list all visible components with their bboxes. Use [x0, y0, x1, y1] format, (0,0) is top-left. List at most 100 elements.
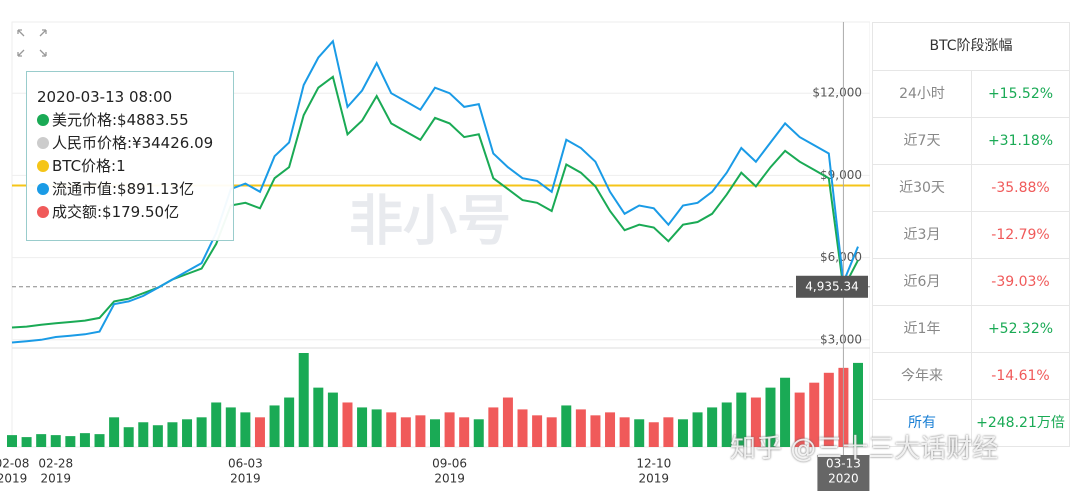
volume-bar: [677, 419, 688, 447]
volume-bar: [123, 427, 134, 447]
x-tick-year: 2019: [40, 472, 71, 486]
volume-bar: [750, 397, 761, 447]
volume-bar: [823, 372, 834, 447]
credit: 知乎 @三十三大话财经: [730, 434, 999, 464]
volume-bar: [605, 412, 616, 447]
volume-bar: [809, 382, 820, 447]
volume-bar: [765, 387, 776, 447]
volume-bar: [284, 397, 295, 447]
volume-bar: [473, 419, 484, 447]
volume-bar: [590, 415, 601, 447]
volume-bar: [561, 405, 572, 447]
volume-bar: [21, 437, 32, 447]
volume-bar: [109, 417, 120, 447]
table-row: 近7天 +31.18%: [873, 118, 1069, 165]
volume-bar: [430, 419, 440, 447]
volume-bar: [517, 409, 528, 447]
y-tick-label: $3,000: [820, 332, 862, 346]
x-tick-label: 06-03: [228, 457, 263, 471]
volume-bar: [371, 409, 382, 447]
volume-bar: [692, 412, 703, 447]
table-row: 所有 +248.21万倍: [873, 400, 1069, 446]
volume-bar: [648, 422, 659, 447]
volume-bar: [488, 407, 499, 447]
table-row: 近30天 -35.88%: [873, 165, 1069, 212]
period-label[interactable]: 所有: [873, 400, 972, 446]
volume-bar: [386, 412, 397, 447]
period-change: -35.88%: [991, 180, 1050, 196]
x-tick-year: 2019: [639, 472, 670, 486]
volume-bar: [138, 422, 149, 447]
stage-table: BTC阶段涨幅 24小时 +15.52% 近7天 +31.18% 近30天 -35.88% 近…: [872, 22, 1070, 447]
volume-bar: [619, 417, 630, 447]
table-row: 24小时 +15.52%: [873, 71, 1069, 118]
x-tick-label: 09-06: [432, 457, 467, 471]
tooltip-text: 成交额:$179.50亿: [52, 203, 180, 221]
volume-bar: [575, 409, 586, 447]
zoom-icon[interactable]: [17, 29, 47, 57]
x-tick-year: 2020: [828, 472, 859, 486]
volume-bar: [7, 435, 17, 447]
volume-bar: [736, 392, 747, 447]
period-change: -39.03%: [991, 274, 1050, 290]
tooltip-text: 流通市值:$891.13亿: [52, 180, 195, 198]
volume-bar: [196, 417, 207, 447]
volume-bar: [65, 436, 76, 447]
volume-bar: [707, 407, 718, 447]
y-tick-label: $12,000: [812, 86, 862, 100]
period-change: -12.79%: [991, 227, 1050, 243]
tooltip: 2020-03-13 08:00 美元价格:$4883.55 人民币价格:¥3442…: [26, 71, 234, 241]
volume-bar: [327, 392, 338, 447]
x-tick-year: 2019: [230, 472, 261, 486]
volume-bar: [634, 419, 645, 447]
volume-bar: [357, 407, 368, 447]
volume-bar: [298, 353, 309, 447]
x-tick-label: 02-08: [0, 457, 29, 471]
volume-bar: [444, 412, 455, 447]
volume-bar: [254, 417, 265, 447]
volume-bar: [721, 402, 732, 447]
volume-bar: [269, 405, 280, 447]
volume-bar: [36, 434, 47, 447]
tooltip-dot: [37, 114, 49, 126]
x-tick-label: 03-13: [826, 457, 861, 471]
tooltip-text: 美元价格:$4883.55: [52, 111, 189, 129]
tooltip-item: 美元价格:$4883.55: [37, 109, 233, 132]
tooltip-item: 流通市值:$891.13亿: [37, 178, 233, 201]
period-label: 近3月: [873, 212, 972, 258]
volume-bar: [211, 402, 222, 447]
tooltip-dot: [37, 160, 49, 172]
volume-bar: [50, 435, 61, 447]
plot-frame: [11, 21, 870, 448]
volume-bar: [94, 434, 105, 447]
volume-bar: [459, 417, 470, 447]
period-label: 近7天: [873, 118, 972, 164]
period-change: +31.18%: [987, 133, 1054, 149]
volume-bar: [853, 362, 863, 447]
volume-bar: [182, 419, 193, 447]
volume-bar: [225, 407, 236, 447]
table-row: 近1年 +52.32%: [873, 306, 1069, 353]
volume-bar: [342, 402, 353, 447]
period-change: +15.52%: [987, 86, 1054, 102]
tooltip-dot: [37, 137, 49, 149]
y-tick-label: $9,000: [820, 168, 862, 182]
period-label: 近6月: [873, 259, 972, 305]
period-label: 近30天: [873, 165, 972, 211]
x-tick-year: 2019: [0, 472, 27, 486]
tooltip-text: 人民币价格:¥34426.09: [52, 134, 214, 152]
crosshair-label: 4,935.34: [805, 279, 858, 293]
crosshair-label-bg: [796, 275, 868, 298]
period-change: +52.32%: [987, 321, 1054, 337]
volume-bar: [502, 397, 513, 447]
period-change: -14.61%: [991, 368, 1050, 384]
x-label-bg: [817, 455, 870, 491]
volume-bar: [152, 425, 163, 447]
period-label: 24小时: [873, 71, 972, 117]
x-tick-label: 02-28: [38, 457, 73, 471]
tooltip-item: 成交额:$179.50亿: [37, 201, 233, 224]
volume-bar: [400, 417, 411, 447]
x-tick-year: 2019: [434, 472, 465, 486]
